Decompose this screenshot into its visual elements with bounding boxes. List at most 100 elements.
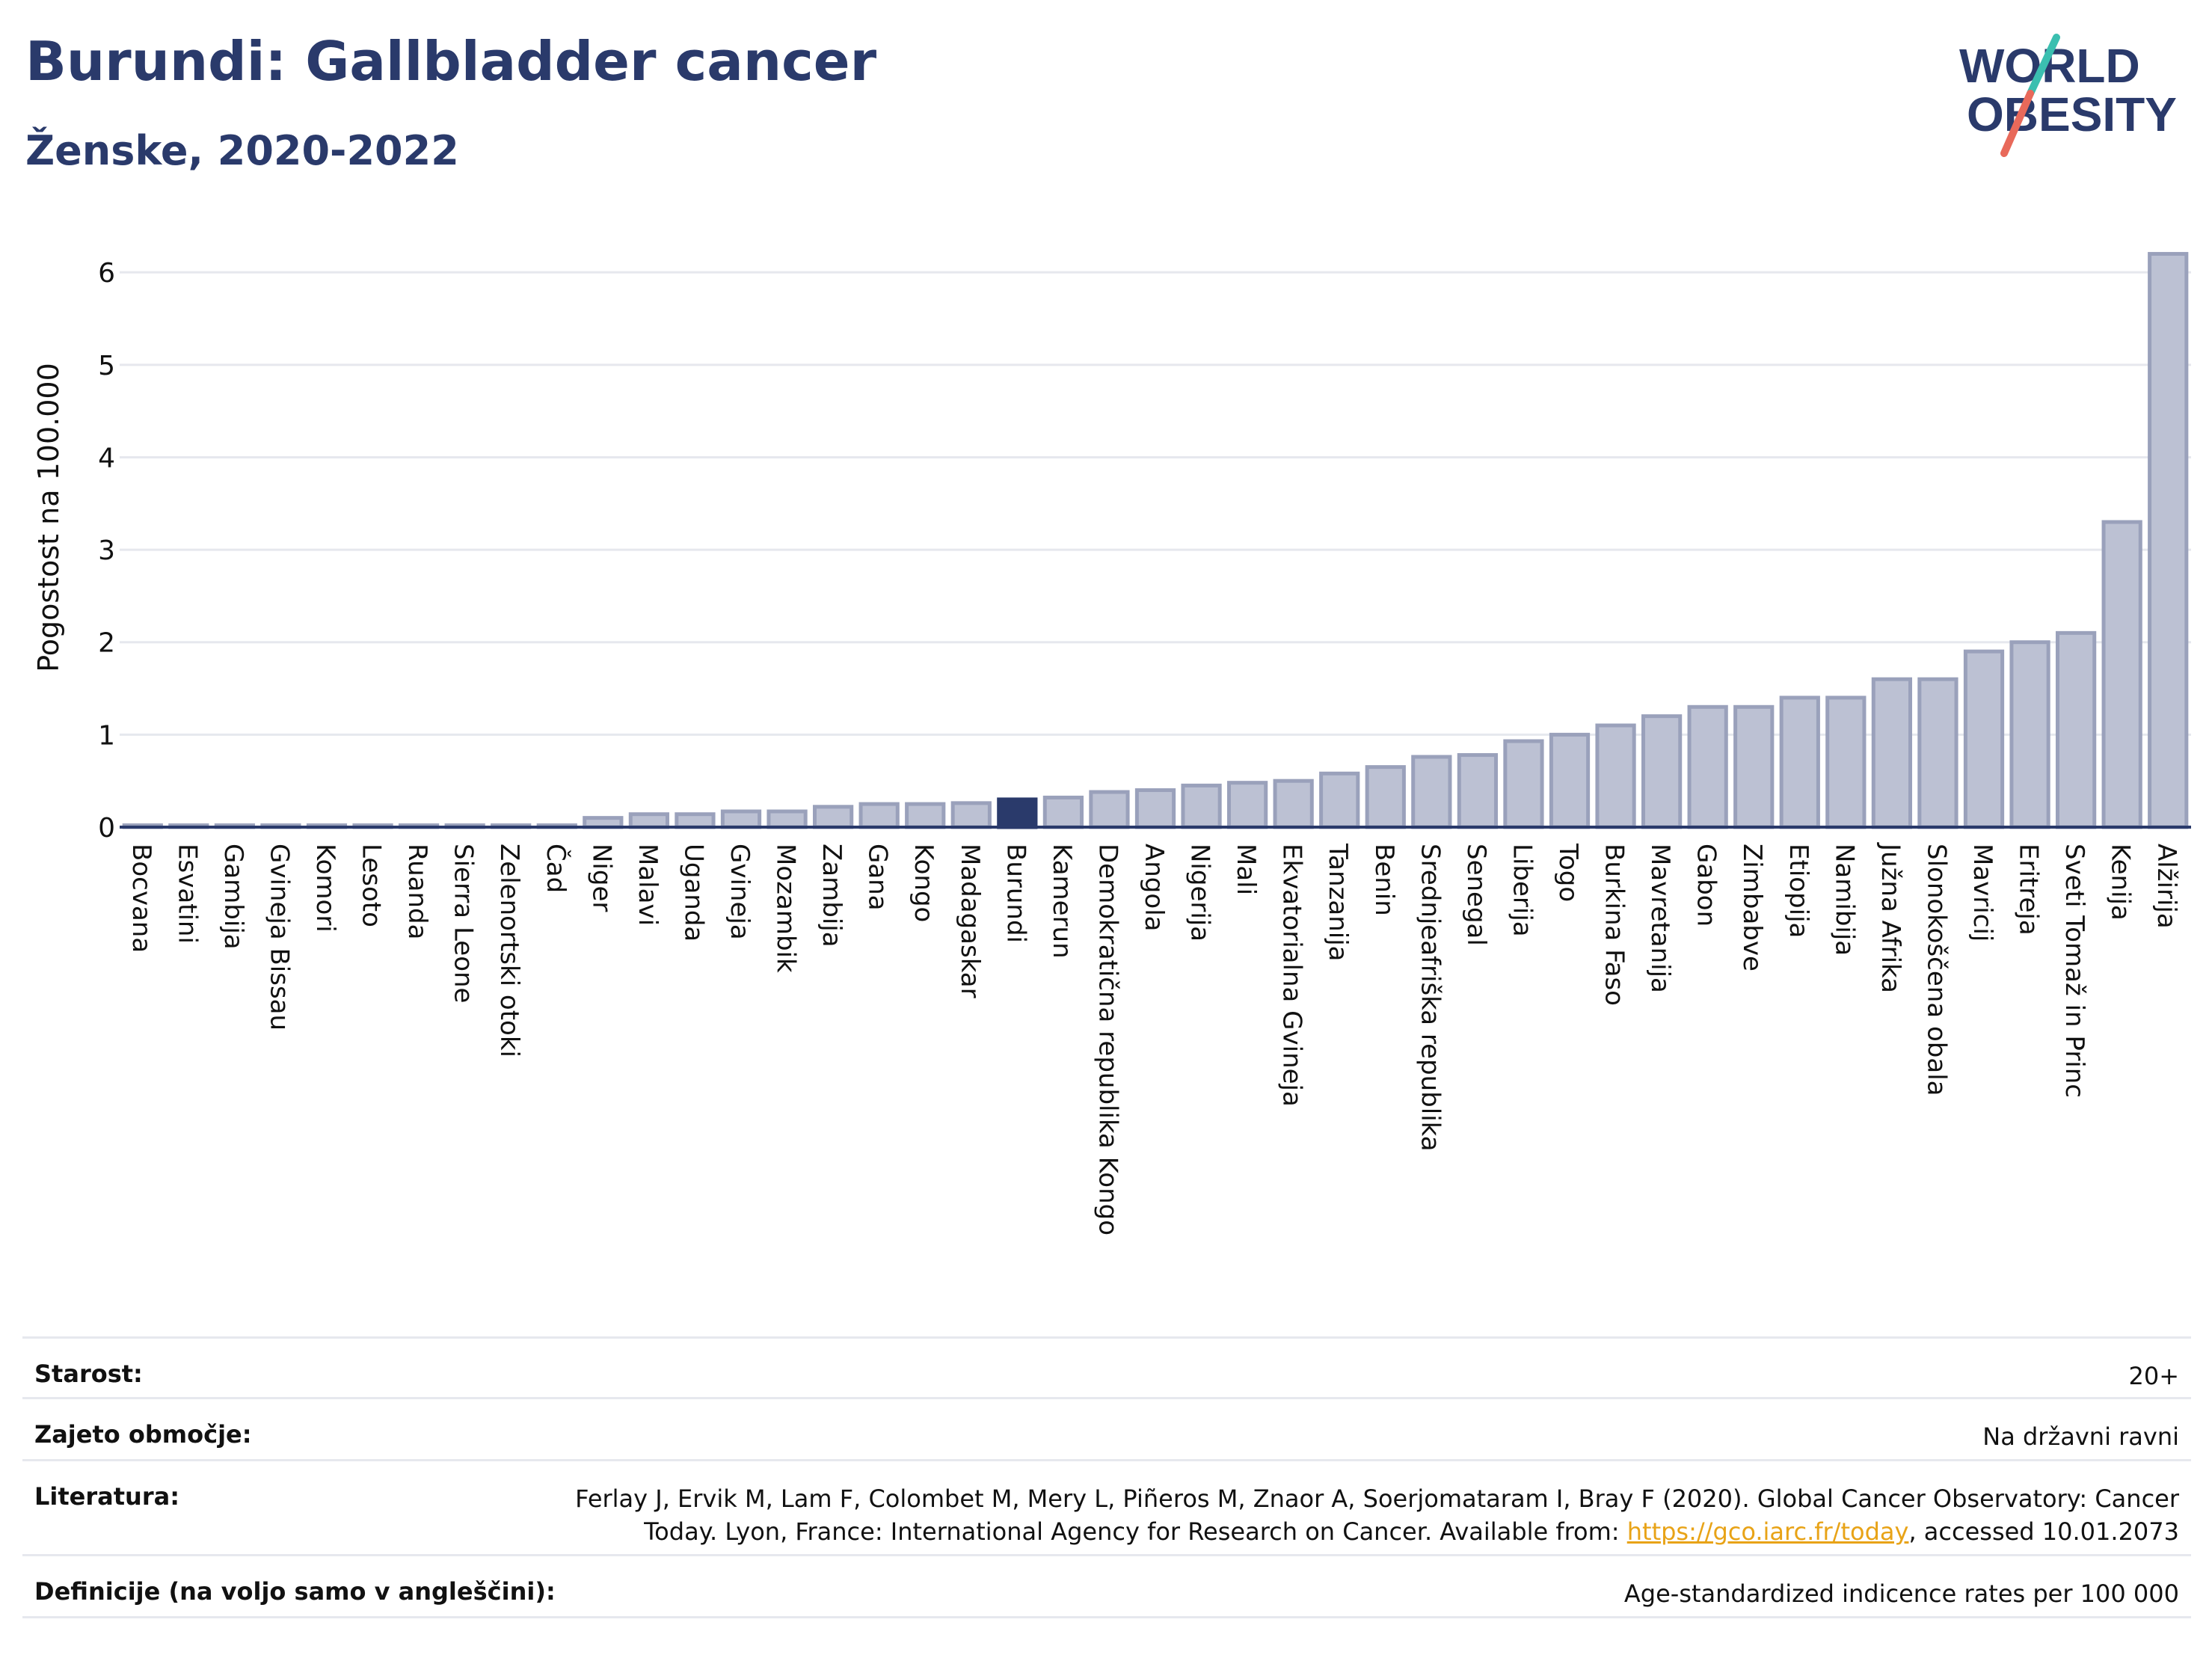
- bar-16[interactable]: [858, 802, 900, 829]
- bar-19[interactable]: [997, 797, 1038, 829]
- x-tick-label: Ekvatorialna Gvineja: [1277, 844, 1307, 1107]
- bar-37[interactable]: [1825, 696, 1867, 829]
- bar-15[interactable]: [812, 805, 854, 829]
- x-tick-label: Ruanda: [402, 844, 432, 939]
- x-tick-label: Tanzanija: [1323, 843, 1353, 961]
- bar-41[interactable]: [2009, 640, 2050, 829]
- bar-30[interactable]: [1503, 739, 1544, 829]
- info-label-age: Starost:: [34, 1360, 143, 1388]
- x-tick-label: Slonokoščena obala: [1921, 844, 1951, 1096]
- world-obesity-logo: WORLD OBESITY: [1959, 34, 2177, 157]
- bar-40[interactable]: [1963, 649, 2005, 829]
- x-tick-label: Zelenortski otoki: [494, 844, 524, 1057]
- info-row-age: Starost: 20+: [22, 1336, 2191, 1397]
- x-tick-label: Burundi: [1001, 844, 1030, 943]
- y-tick-label: 0: [98, 813, 115, 844]
- bar-11[interactable]: [628, 812, 670, 829]
- x-tick-label: Kongo: [909, 844, 938, 922]
- info-table: Starost: 20+ Zajeto območje: Na državni …: [22, 1336, 2191, 1618]
- x-tick-label: Angola: [1139, 844, 1169, 931]
- bar-12[interactable]: [675, 812, 716, 829]
- x-tick-label: Gambija: [218, 844, 248, 950]
- bar-17[interactable]: [905, 802, 946, 829]
- bar-18[interactable]: [950, 801, 992, 829]
- bar-21[interactable]: [1089, 790, 1130, 829]
- literature-line-2-post: , accessed 10.01.2073: [1908, 1517, 2179, 1546]
- x-tick-label: Gvineja Bissau: [264, 844, 294, 1031]
- bar-23[interactable]: [1181, 783, 1222, 829]
- bar-35[interactable]: [1733, 704, 1775, 829]
- bar-34[interactable]: [1687, 704, 1728, 829]
- x-tick-label: Alžirija: [2151, 844, 2181, 929]
- x-ticks: Bocvana Esvatini Gambija Gvineja Bissau Komo…: [126, 842, 2181, 1235]
- bar-31[interactable]: [1549, 732, 1591, 829]
- bar-22[interactable]: [1134, 788, 1176, 829]
- y-tick-label: 5: [98, 351, 115, 381]
- logo-slash-top: [2027, 34, 2060, 97]
- bar-14[interactable]: [766, 809, 808, 829]
- bar-26[interactable]: [1319, 771, 1360, 829]
- x-tick-label: Malavi: [633, 844, 663, 926]
- x-tick-label: Čad: [541, 844, 571, 893]
- info-label-definitions: Definicije (na voljo samo v angleščini):: [34, 1577, 556, 1606]
- x-tick-label: Komori: [310, 844, 340, 933]
- bar-29[interactable]: [1457, 753, 1499, 829]
- page-subtitle: Ženske, 2020-2022: [25, 127, 459, 174]
- bar-24[interactable]: [1226, 781, 1268, 829]
- info-value-coverage: Na državni ravni: [1982, 1422, 2179, 1451]
- bar-36[interactable]: [1779, 696, 1820, 829]
- bar-chart: 0 1 2 3 4 5 6 Bocvana Esvatini Gambija Gvineja Bi…: [32, 251, 2191, 1235]
- literature-line-1: Ferlay J, Ervik M, Lam F, Colombet M, Me…: [575, 1484, 2179, 1513]
- x-tick-label: Demokratična republika Kongo: [1093, 844, 1122, 1235]
- bar-28[interactable]: [1411, 755, 1452, 829]
- literature-line-2: Today. Lyon, France: International Agenc…: [575, 1515, 2179, 1548]
- bar-33[interactable]: [1641, 714, 1683, 829]
- x-tick-label: Etiopija: [1784, 844, 1813, 938]
- x-tick-label: Kamerun: [1047, 844, 1077, 959]
- x-tick-label: Gvineja: [725, 844, 755, 940]
- logo-line-2: OBESITY: [1967, 87, 2177, 141]
- info-value-age: 20+: [2128, 1362, 2179, 1390]
- bar-42[interactable]: [2055, 630, 2097, 829]
- bar-27[interactable]: [1365, 765, 1406, 829]
- y-tick-label: 1: [98, 720, 115, 751]
- bar-20[interactable]: [1042, 795, 1084, 829]
- x-tick-label: Lesoto: [357, 844, 387, 927]
- x-tick-label: Burkina Faso: [1600, 844, 1629, 1006]
- bar-39[interactable]: [1917, 677, 1958, 829]
- literature-link[interactable]: https://gco.iarc.fr/today: [1626, 1517, 1909, 1546]
- y-tick-label: 3: [98, 535, 115, 566]
- x-tick-label: Gabon: [1692, 844, 1721, 927]
- page-title: Burundi: Gallbladder cancer: [25, 30, 877, 93]
- x-tick-label: Niger: [586, 844, 616, 912]
- x-tick-label: Zambija: [817, 844, 847, 948]
- x-tick-label: Madagaskar: [955, 844, 985, 998]
- y-tick-label: 4: [98, 443, 115, 473]
- x-tick-label: Sveti Tomaž in Princ: [2059, 844, 2089, 1098]
- x-tick-label: Benin: [1369, 844, 1399, 916]
- info-label-literature: Literatura:: [34, 1482, 179, 1511]
- y-axis-label: Pogostost na 100.000: [32, 363, 65, 672]
- x-tick-label: Esvatini: [172, 844, 202, 944]
- info-row-coverage: Zajeto območje: Na državni ravni: [22, 1397, 2191, 1459]
- x-tick-label: Južna Afrika: [1875, 842, 1905, 993]
- bar-32[interactable]: [1595, 723, 1636, 829]
- bar-25[interactable]: [1273, 779, 1314, 829]
- bar-38[interactable]: [1871, 677, 1913, 829]
- x-tick-label: Uganda: [678, 844, 708, 942]
- x-tick-label: Mali: [1231, 844, 1261, 895]
- logo-slash-bottom: [2000, 90, 2034, 157]
- literature-line-2-pre: Today. Lyon, France: International Agenc…: [644, 1517, 1627, 1546]
- info-value-definitions: Age-standardized indicence rates per 100…: [1623, 1579, 2179, 1608]
- y-tick-label: 2: [98, 628, 115, 659]
- x-tick-label: Liberija: [1507, 844, 1537, 937]
- bar-43[interactable]: [2101, 520, 2142, 829]
- bar-44[interactable]: [2148, 251, 2189, 829]
- x-tick-label: Srednjeafriška republika: [1415, 844, 1445, 1152]
- info-row-definitions: Definicije (na voljo samo v angleščini):…: [22, 1554, 2191, 1618]
- bar-13[interactable]: [720, 809, 762, 829]
- x-tick-label: Mavretanija: [1645, 844, 1675, 993]
- x-tick-label: Mozambik: [771, 844, 801, 973]
- y-ticks: 0 1 2 3 4 5 6: [98, 258, 115, 844]
- bars-layer: [120, 251, 2191, 829]
